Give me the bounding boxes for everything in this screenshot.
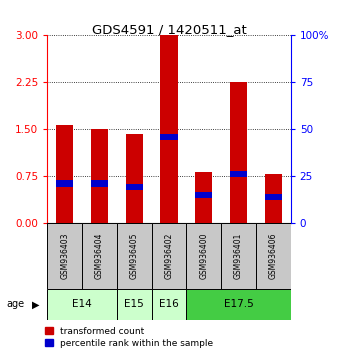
Bar [82, 223, 117, 289]
Text: E16: E16 [159, 299, 179, 309]
Text: E17.5: E17.5 [224, 299, 254, 309]
Text: GSM936400: GSM936400 [199, 233, 208, 279]
Bar [195, 172, 213, 223]
Bar [265, 174, 282, 223]
Text: GDS4591 / 1420511_at: GDS4591 / 1420511_at [92, 23, 246, 36]
Text: GSM936405: GSM936405 [130, 233, 139, 279]
Bar [186, 289, 291, 320]
Bar [256, 223, 291, 289]
Bar [160, 35, 178, 223]
Legend: transformed count, percentile rank within the sample: transformed count, percentile rank withi… [45, 327, 214, 348]
Bar [117, 289, 152, 320]
Bar [125, 184, 143, 190]
Bar [265, 194, 282, 200]
Bar [160, 133, 178, 140]
Text: E14: E14 [72, 299, 92, 309]
Bar [56, 125, 73, 223]
Text: GSM936406: GSM936406 [269, 233, 278, 279]
Bar [221, 223, 256, 289]
Text: ▶: ▶ [32, 299, 40, 309]
Bar [230, 82, 247, 223]
Text: GSM936402: GSM936402 [165, 233, 173, 279]
Bar [91, 129, 108, 223]
Bar [230, 171, 247, 177]
Text: GSM936404: GSM936404 [95, 233, 104, 279]
Bar [125, 134, 143, 223]
Bar [152, 289, 186, 320]
Text: E15: E15 [124, 299, 144, 309]
Bar [195, 192, 213, 198]
Bar [152, 223, 186, 289]
Text: GSM936401: GSM936401 [234, 233, 243, 279]
Bar [56, 181, 73, 187]
Bar [47, 289, 117, 320]
Bar [47, 223, 82, 289]
Text: GSM936403: GSM936403 [60, 233, 69, 279]
Bar [186, 223, 221, 289]
Bar [117, 223, 152, 289]
Text: age: age [7, 299, 25, 309]
Bar [91, 181, 108, 187]
